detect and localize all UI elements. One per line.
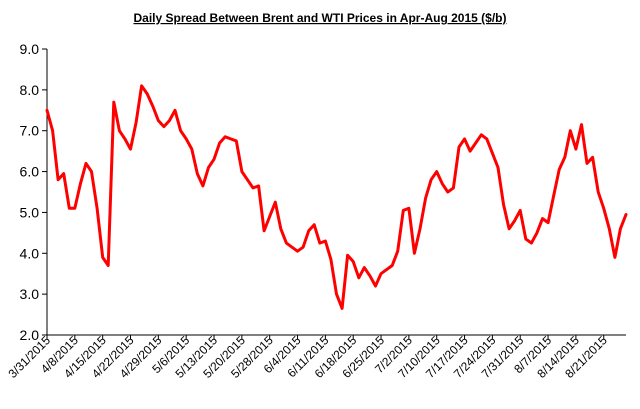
y-tick-label: 4.0 [20, 245, 40, 261]
plot-area [45, 84, 628, 310]
y-tick-label: 6.0 [20, 164, 40, 180]
y-axis: 9.0 8.0 7.0 6.0 5.0 4.0 3.0 2.0 [20, 41, 48, 343]
y-tick-label: 5.0 [20, 204, 40, 220]
y-tick-label: 3.0 [20, 286, 40, 302]
chart-title: Daily Spread Between Brent and WTI Price… [134, 11, 507, 25]
y-tick-label: 7.0 [20, 123, 40, 139]
y-tick-label: 2.0 [20, 327, 40, 343]
y-tick-label: 8.0 [20, 82, 40, 98]
y-tick-label: 9.0 [20, 41, 40, 57]
x-axis: 3/31/20154/8/20154/15/20154/22/20154/29/… [5, 333, 626, 381]
series-line [45, 84, 628, 310]
